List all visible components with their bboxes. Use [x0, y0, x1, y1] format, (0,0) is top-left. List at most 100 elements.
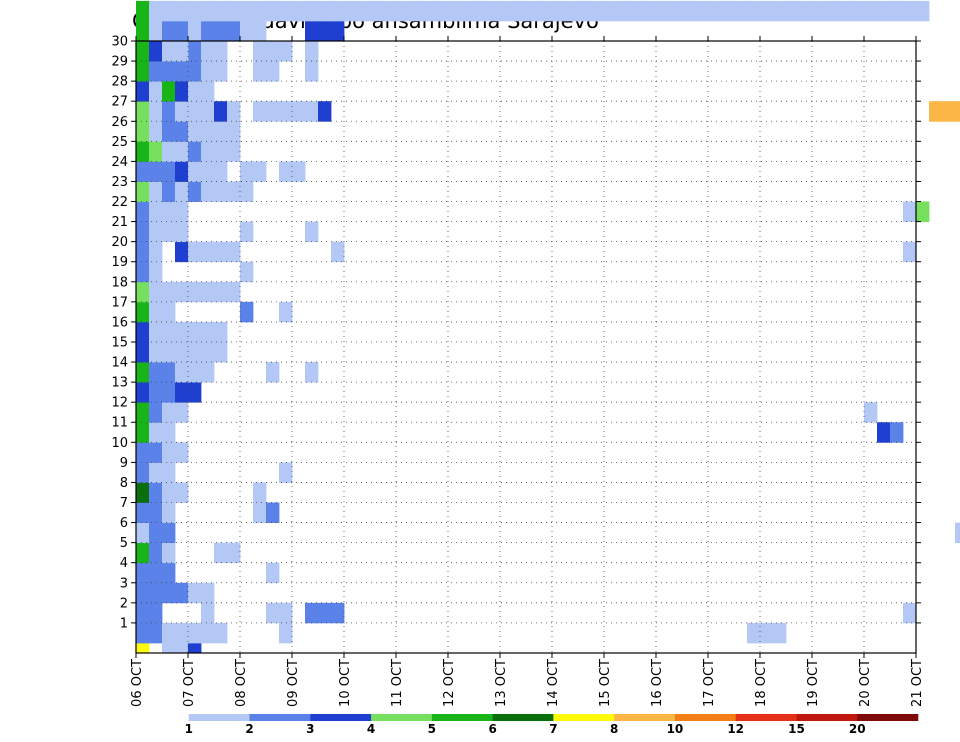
heatmap-cell [162, 181, 176, 202]
heatmap-cell [149, 582, 163, 604]
heatmap-cell [162, 642, 176, 654]
heatmap-cell [929, 101, 943, 122]
heatmap-cell [149, 101, 163, 122]
heatmap-cell [318, 0, 332, 22]
heatmap-cell [474, 0, 488, 22]
heatmap-cell [201, 241, 215, 263]
x-tick-label: 12 OCT [442, 659, 457, 707]
heatmap-cell [149, 562, 163, 584]
heatmap-cell [747, 622, 761, 644]
heatmap-cell [175, 241, 189, 263]
heatmap-cell [253, 161, 267, 182]
heatmap-cell [916, 0, 930, 22]
heatmap-cell [162, 121, 176, 142]
heatmap-cell [175, 81, 189, 102]
y-tick-label: 26 [111, 115, 128, 130]
heatmap-cell [188, 20, 202, 42]
x-tick-label: 10 OCT [338, 659, 353, 707]
colorbar-label: 3 [306, 722, 314, 736]
heatmap-cell [305, 362, 319, 383]
heatmap-cell [201, 181, 215, 202]
heatmap-cell [435, 0, 449, 22]
heatmap-cell [526, 0, 540, 22]
heatmap-cell [877, 0, 891, 22]
heatmap-cell [201, 141, 215, 162]
colorbar-segment [188, 714, 250, 721]
y-tick-label: 24 [111, 155, 128, 170]
x-tick-label: 19 OCT [806, 659, 821, 707]
x-tick-label: 11 OCT [390, 659, 405, 707]
x-tick-label: 07 OCT [182, 659, 197, 707]
heatmap-cell [279, 301, 293, 323]
heatmap-cell [279, 101, 293, 122]
heatmap-cell [175, 442, 189, 463]
heatmap-cell [162, 321, 176, 343]
heatmap-cell [201, 41, 215, 62]
heatmap-cell [188, 642, 202, 654]
heatmap-cell [175, 201, 189, 222]
heatmap-cell [136, 562, 150, 584]
heatmap-cell [279, 462, 293, 483]
grid-lines [131, 36, 921, 658]
heatmap-cell [149, 41, 163, 62]
x-tick-label: 09 OCT [286, 659, 301, 707]
heatmap-cell [357, 0, 371, 22]
heatmap-cell [162, 502, 176, 523]
heatmap-cell [773, 0, 787, 22]
heatmap-cell [305, 0, 319, 22]
heatmap-cell [903, 602, 917, 624]
heatmap-cell [136, 462, 150, 483]
heatmap-cell [266, 362, 280, 383]
heatmap-cell [786, 0, 800, 22]
colorbar-label: 4 [367, 722, 375, 736]
heatmap-cell [175, 582, 189, 604]
heatmap-cell [227, 0, 241, 22]
heatmap-cell [344, 0, 358, 22]
heatmap-cell [708, 0, 722, 22]
heatmap-cell [162, 442, 176, 463]
heatmap-cell [760, 622, 774, 644]
heatmap-cell [149, 121, 163, 142]
heatmap-cell [240, 221, 254, 243]
heatmap-cell [877, 422, 891, 443]
heatmap-cell [162, 362, 176, 383]
heatmap-cell [266, 502, 280, 523]
heatmap-cell [292, 101, 306, 122]
y-tick-label: 14 [111, 356, 128, 371]
heatmap-cell [825, 0, 839, 22]
heatmap-cell [136, 141, 150, 162]
heatmap-cell [188, 101, 202, 122]
y-tick-label: 29 [111, 55, 128, 70]
heatmap-cell [227, 20, 241, 42]
x-tick-label: 14 OCT [546, 659, 561, 707]
heatmap-cell [136, 502, 150, 523]
heatmap-cell [214, 341, 228, 363]
heatmap-cell [162, 101, 176, 122]
heatmap-cell [162, 161, 176, 182]
heatmap-cell [864, 0, 878, 22]
heatmap-cell [253, 41, 267, 82]
heatmap-cell [149, 341, 163, 363]
heatmap-cell [201, 20, 215, 42]
heatmap-cell [175, 362, 189, 383]
colorbar-label: 8 [610, 722, 618, 736]
heatmap-cell [214, 321, 228, 343]
heatmap-cell [799, 0, 813, 22]
heatmap-cell [266, 41, 280, 62]
x-axis-labels: 06 OCT 07 OCT 08 OCT 09 OCT 10 OCT 11 OCT 12 O… [130, 659, 925, 707]
heatmap-cell [162, 81, 176, 102]
heatmap-cell [864, 402, 878, 423]
heatmap-cell [656, 0, 670, 22]
heatmap-cell [214, 0, 228, 22]
colorbar-segment [796, 714, 858, 721]
heatmap-cell [214, 241, 228, 263]
heatmap-cell [734, 0, 748, 22]
colorbar-segment [553, 714, 615, 721]
heatmap-cell [188, 362, 202, 383]
heatmap-cell [188, 0, 202, 22]
colorbar-segment [310, 714, 372, 721]
heatmap-cell [214, 181, 228, 202]
heatmap-cell [136, 602, 150, 624]
x-tick-label: 20 OCT [858, 659, 873, 707]
y-tick-label: 30 [111, 35, 128, 50]
